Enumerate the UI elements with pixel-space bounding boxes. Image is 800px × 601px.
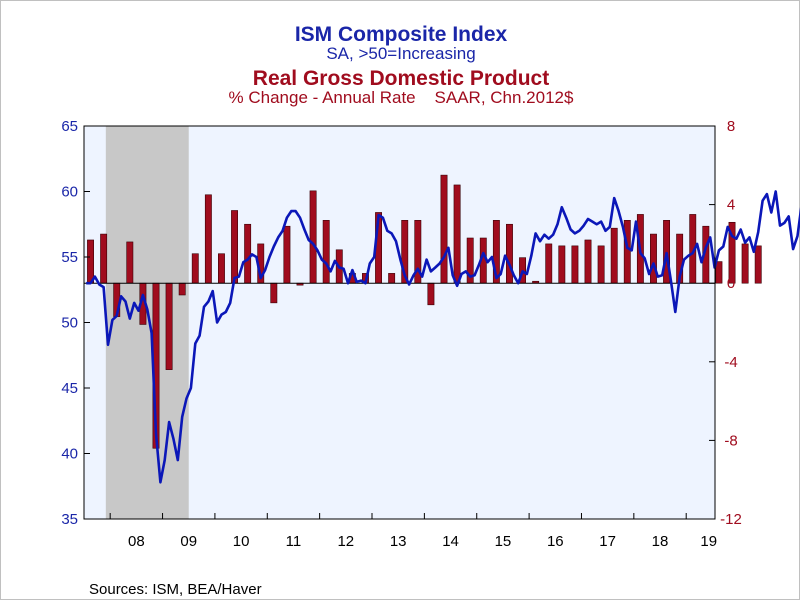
x-tick-label: 11 (286, 533, 302, 550)
chart-title-ism: ISM Composite Index (295, 23, 508, 46)
recession-band (105, 126, 189, 519)
gdp-bar (728, 221, 736, 284)
left-tick-label: 50 (61, 315, 78, 332)
right-axis: -12 -8 -4 0 4 8 (709, 118, 742, 528)
left-tick-label: 65 (61, 118, 78, 135)
x-tick-label: 08 (128, 533, 145, 550)
x-axis: 08 09 10 11 12 13 14 15 16 17 18 19 (109, 513, 717, 550)
gdp-bar (165, 282, 173, 370)
gdp-bar (231, 210, 238, 284)
x-tick-label: 09 (180, 533, 197, 550)
gdp-bar (388, 273, 396, 284)
left-tick-label: 40 (61, 446, 78, 463)
chart-subtitle-gdp: % Change - Annual Rate SAAR, Chn.2012$ (229, 88, 574, 107)
right-tick-label: 4 (727, 197, 735, 214)
left-tick-label: 60 (61, 184, 78, 201)
left-tick-label: 35 (61, 511, 78, 528)
gdp-bar (309, 190, 317, 284)
chart-title-gdp: Real Gross Domestic Product (253, 67, 549, 90)
gdp-bar (440, 174, 448, 284)
gdp-bar (597, 245, 605, 284)
gdp-bar (270, 282, 278, 304)
x-tick-label: 18 (652, 533, 669, 550)
x-tick-label: 14 (442, 533, 459, 550)
plot-area (84, 126, 715, 519)
gdp-bar (322, 220, 330, 284)
gdp-bar (584, 239, 592, 284)
gdp-bar (571, 245, 579, 284)
gdp-bar (715, 261, 723, 284)
gdp-bar (650, 233, 657, 284)
right-tick-label: -12 (720, 511, 742, 528)
gdp-bar (545, 243, 553, 284)
x-tick-label: 16 (547, 533, 564, 550)
gdp-bar (754, 245, 762, 284)
chart-subtitle-ism: SA, >50=Increasing (326, 44, 475, 63)
x-tick-label: 10 (233, 533, 250, 550)
gdp-bar (204, 194, 212, 284)
ism-line (86, 190, 800, 484)
source-note: Sources: ISM, BEA/Haver (89, 581, 262, 598)
gdp-bar (87, 239, 94, 284)
ism-series-line (86, 190, 800, 484)
gdp-bar (178, 282, 186, 296)
left-tick-label: 55 (61, 249, 78, 266)
gdp-bar (558, 245, 566, 284)
gdp-bar (126, 241, 134, 284)
gdp-bar (218, 253, 225, 284)
gdp-bar (623, 220, 631, 284)
gdp-bar (100, 233, 108, 284)
x-tick-label: 12 (337, 533, 354, 550)
right-tick-label: -4 (724, 354, 737, 371)
right-tick-label: 0 (727, 275, 735, 292)
x-tick-label: 19 (700, 533, 717, 550)
gdp-bar (453, 184, 461, 284)
gdp-bar (244, 223, 252, 284)
left-tick-label: 45 (61, 380, 78, 397)
x-tick-label: 17 (599, 533, 616, 550)
x-tick-label: 15 (495, 533, 512, 550)
left-axis: 35 40 45 50 55 60 65 (61, 118, 90, 528)
x-tick-label: 13 (390, 533, 407, 550)
right-tick-label: -8 (724, 432, 737, 449)
gdp-bar (610, 227, 618, 284)
right-tick-label: 8 (727, 118, 735, 135)
gdp-bar (191, 253, 199, 284)
gdp-bar (427, 282, 435, 306)
gdp-bar (283, 225, 291, 284)
gdp-bar (741, 243, 749, 284)
recession-shading (105, 126, 189, 519)
gdp-bar (506, 223, 513, 284)
